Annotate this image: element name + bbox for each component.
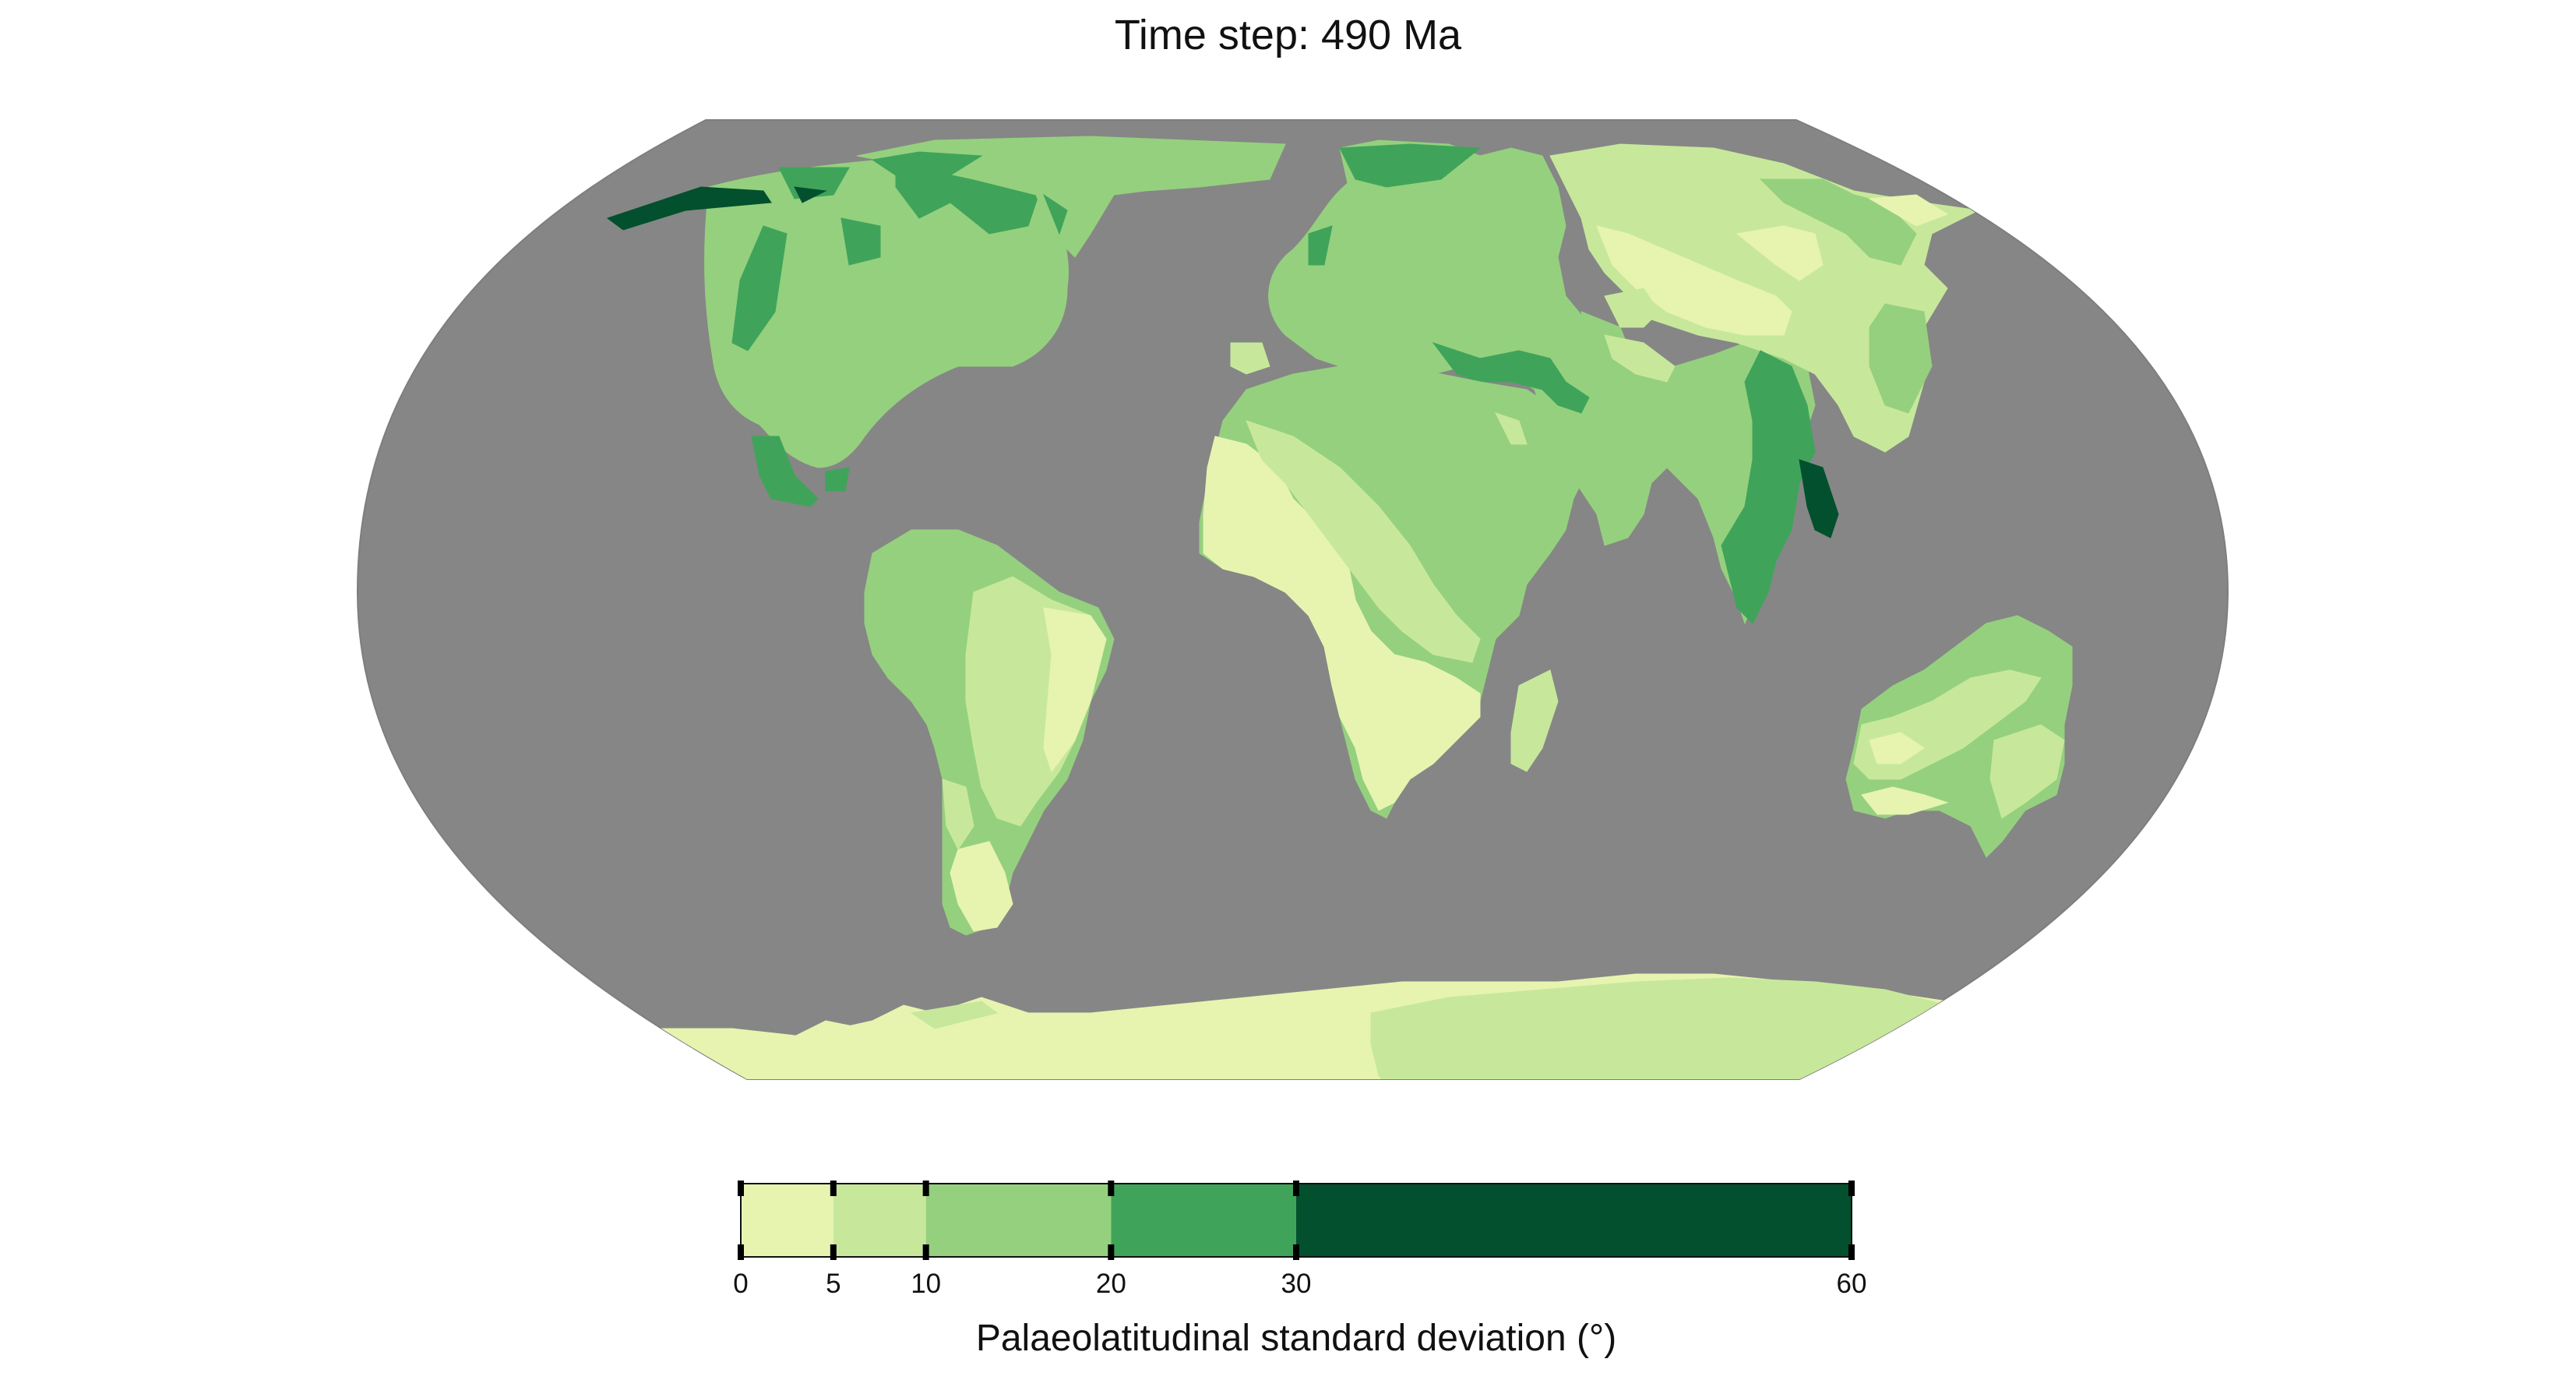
greenland bbox=[856, 136, 1286, 258]
australia bbox=[1845, 615, 2073, 858]
colorbar-bins bbox=[741, 1184, 1852, 1257]
south-america bbox=[864, 529, 1115, 936]
colorbar-bin-4 bbox=[1296, 1184, 1852, 1257]
colorbar-tick-label-2: 10 bbox=[911, 1269, 941, 1299]
colorbar-tick-label-4: 30 bbox=[1281, 1269, 1312, 1299]
colorbar-ticks: 0 5 10 20 30 60 bbox=[733, 1181, 1866, 1299]
colorbar-bin-2 bbox=[925, 1184, 1112, 1257]
colorbar-label: Palaeolatitudinal standard deviation (°) bbox=[976, 1318, 1616, 1359]
plot-title: Time step: 490 Ma bbox=[1114, 12, 1462, 58]
colorbar: 0 5 10 20 30 60 Palaeolatitudinal standard de… bbox=[733, 1181, 1866, 1359]
colorbar-bin-3 bbox=[1111, 1184, 1296, 1257]
antarctica bbox=[638, 973, 2182, 1079]
colorbar-tick-label-1: 5 bbox=[826, 1269, 840, 1299]
colorbar-bin-0 bbox=[741, 1184, 833, 1257]
colorbar-bin-1 bbox=[833, 1184, 926, 1257]
continents bbox=[606, 136, 2182, 1079]
colorbar-tick-label-3: 20 bbox=[1096, 1269, 1126, 1299]
colorbar-tick-label-5: 60 bbox=[1837, 1269, 1867, 1299]
eurasia bbox=[1230, 139, 1980, 625]
africa bbox=[1199, 365, 1590, 819]
colorbar-tick-label-0: 0 bbox=[733, 1269, 748, 1299]
